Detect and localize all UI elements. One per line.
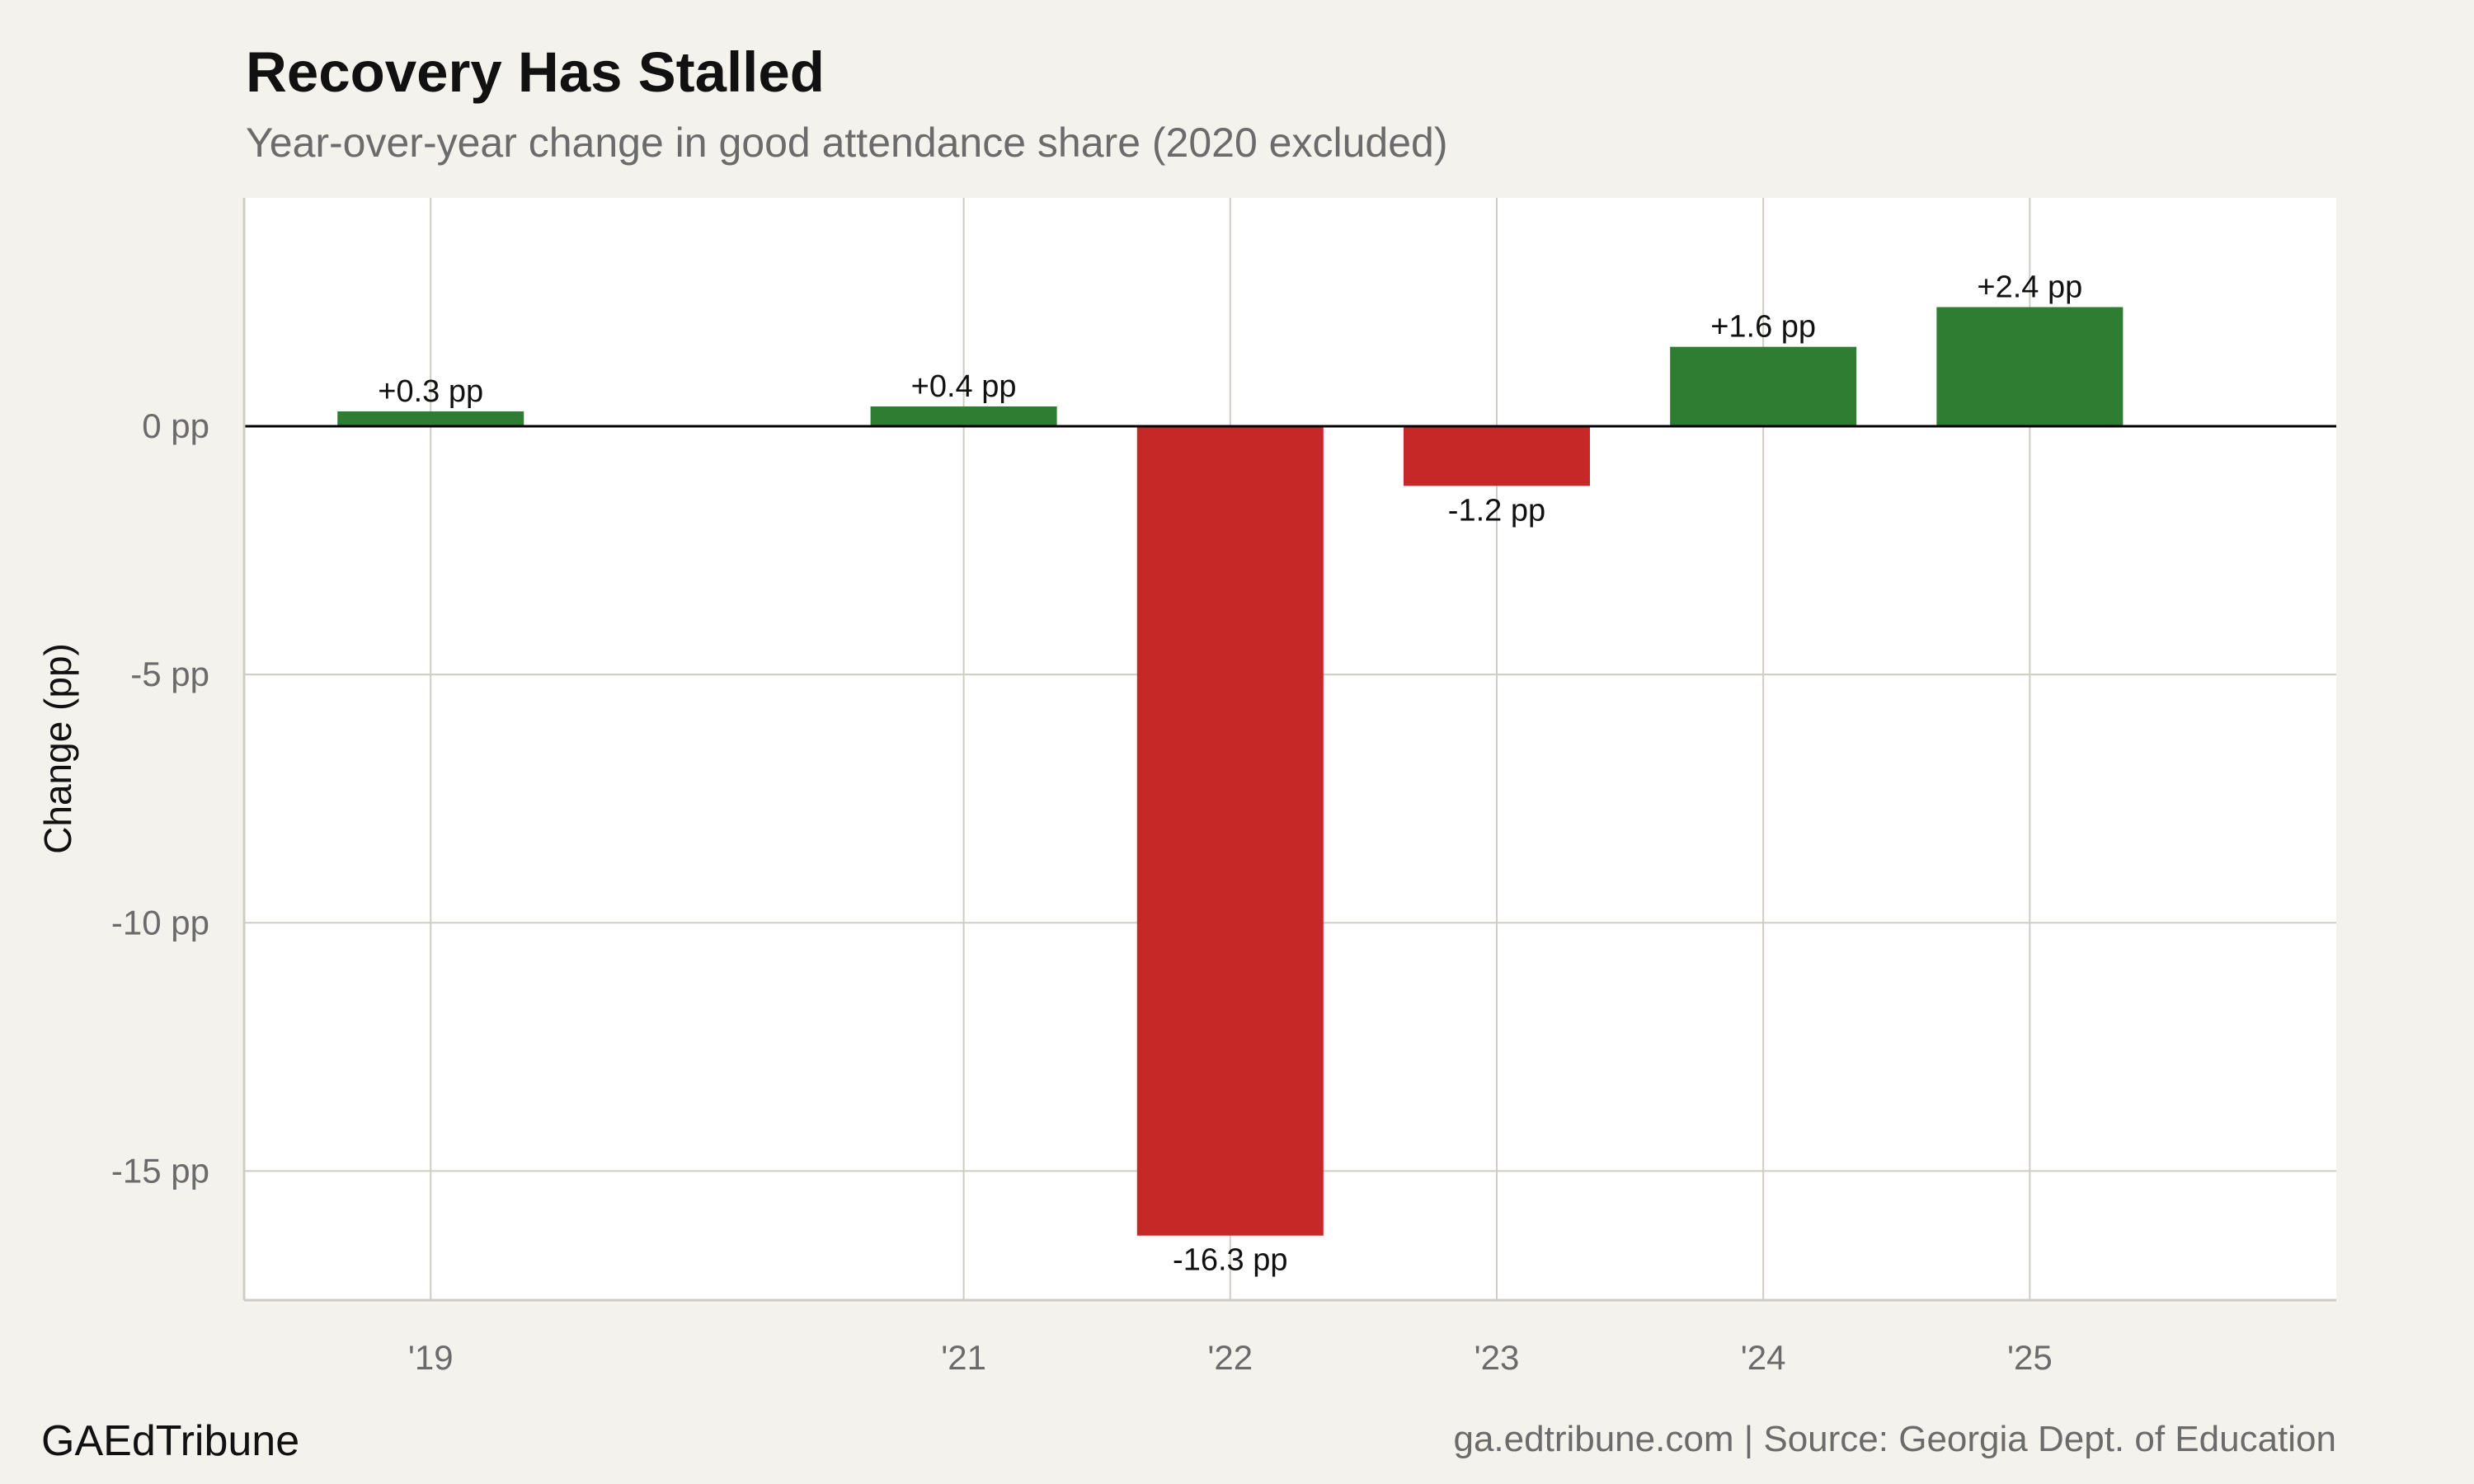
x-tick-label: '22	[1207, 1338, 1253, 1377]
y-tick-label: -10 pp	[111, 903, 209, 942]
data-label-2019: +0.3 pp	[378, 374, 483, 409]
source-credit: ga.edtribune.com | Source: Georgia Dept.…	[1453, 1419, 2336, 1459]
bar-2021	[870, 406, 1057, 427]
data-label-2023: -1.2 pp	[1448, 493, 1545, 528]
axes: 0 pp -5 pp -10 pp -15 pp '19 '21 '22 '23 '24 '25	[111, 198, 2336, 1377]
bar-2025	[1936, 307, 2124, 427]
data-label-2021: +0.4 pp	[911, 369, 1017, 404]
bar-2019	[337, 411, 524, 427]
brand-logo-text: GAEdTribune	[41, 1417, 299, 1465]
x-tick-label: '21	[941, 1338, 986, 1377]
data-labels: +0.3 pp +0.4 pp -16.3 pp -1.2 pp +1.6 pp +2.4…	[378, 270, 2082, 1277]
bar-2022	[1136, 426, 1324, 1236]
y-tick-label: 0 pp	[142, 406, 209, 445]
data-label-2024: +1.6 pp	[1710, 310, 1816, 345]
x-tick-label: '25	[2007, 1338, 2053, 1377]
chart-title: Recovery Has Stalled	[246, 40, 825, 104]
x-tick-label: '24	[1741, 1338, 1786, 1377]
data-label-2025: +2.4 pp	[1977, 270, 2082, 304]
data-label-2022: -16.3 pp	[1173, 1243, 1287, 1278]
y-tick-label: -5 pp	[130, 655, 209, 693]
bar-2024	[1670, 346, 1857, 427]
chart-subtitle: Year-over-year change in good attendance…	[246, 120, 1447, 166]
y-tick-label: -15 pp	[111, 1151, 209, 1190]
x-tick-label: '19	[408, 1338, 454, 1377]
bar-2023	[1403, 426, 1590, 486]
x-tick-label: '23	[1475, 1338, 1520, 1377]
y-axis-title: Change (pp)	[36, 643, 79, 854]
bars	[337, 307, 2124, 1236]
